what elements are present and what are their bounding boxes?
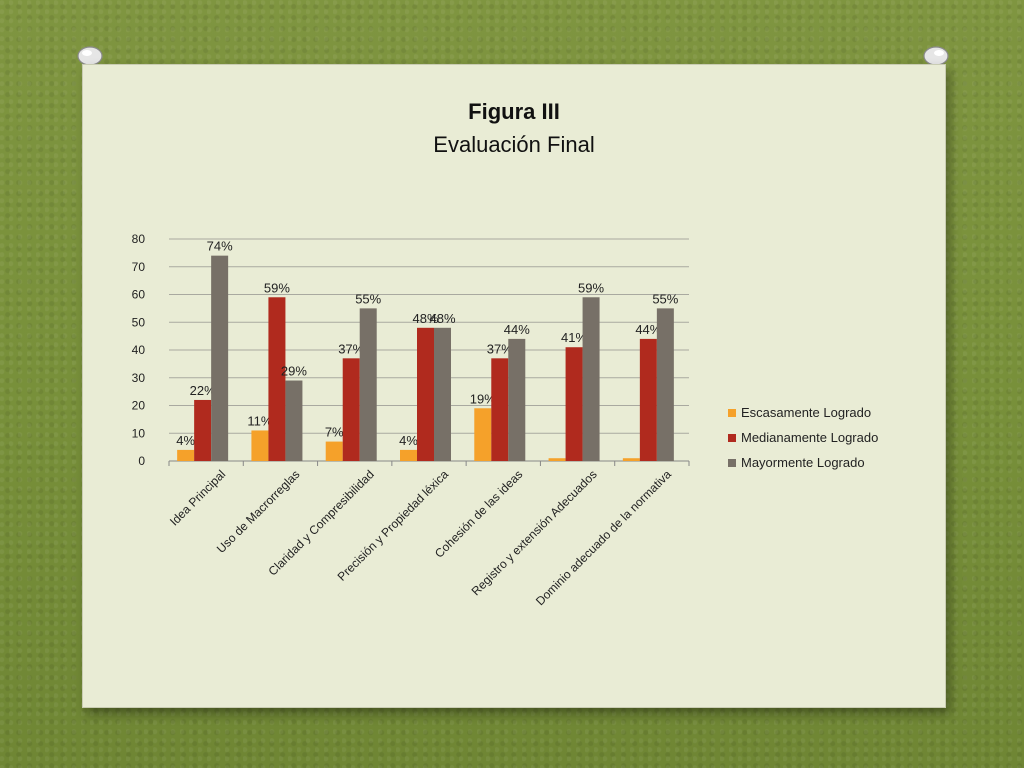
bar	[359, 308, 377, 461]
data-label: 59%	[578, 280, 604, 295]
x-tick-label: Idea Principal	[167, 467, 228, 528]
bar-chart: 0 10 20 30 40 50 60 70 80 4% 11% 7% 4% 19% 22% 59% 37% 48…	[132, 232, 879, 608]
data-label: 22%	[190, 383, 216, 398]
y-tick-label: 10	[132, 426, 146, 440]
chart-title: Figura III	[468, 99, 560, 124]
data-label: 4%	[399, 433, 418, 448]
data-label: 44%	[504, 322, 530, 337]
bar	[194, 399, 212, 461]
bar	[400, 449, 417, 461]
chart-subtitle: Evaluación Final	[433, 132, 595, 157]
legend-swatch	[728, 409, 736, 417]
x-tick-label: Uso de Macrorreglas	[214, 467, 303, 556]
legend-swatch	[728, 459, 736, 467]
data-label: 48%	[412, 311, 438, 326]
bar	[508, 338, 526, 461]
bar	[251, 430, 269, 461]
y-tick-label: 0	[138, 454, 145, 468]
data-label: 29%	[281, 364, 307, 379]
bar	[342, 358, 360, 461]
bar	[268, 297, 286, 461]
data-label: 55%	[652, 291, 678, 306]
bar	[639, 338, 657, 461]
y-tick-label: 80	[132, 232, 146, 246]
bar	[622, 458, 640, 461]
bar	[211, 255, 229, 461]
bar	[417, 327, 434, 461]
bar	[548, 458, 566, 461]
bar	[565, 347, 583, 461]
bar	[325, 441, 343, 461]
bar	[656, 308, 674, 461]
data-label: 48%	[429, 311, 455, 326]
data-label: 4%	[176, 433, 195, 448]
y-tick-label: 50	[132, 315, 146, 329]
y-tick-label: 60	[132, 288, 146, 302]
y-tick-label: 40	[132, 343, 146, 357]
bar	[474, 408, 492, 461]
legend-label: Mayormente Logrado	[741, 455, 865, 470]
y-tick-label: 70	[132, 260, 146, 274]
legend-label: Medianamente Logrado	[741, 430, 878, 445]
data-label: 11%	[247, 413, 272, 428]
y-tick-label: 20	[132, 399, 146, 413]
bar	[582, 297, 600, 461]
data-label: 44%	[635, 322, 661, 337]
x-tick-label: Registro y extensión Adecuados	[469, 467, 600, 598]
data-label: 41%	[561, 330, 587, 345]
data-label: 37%	[487, 341, 513, 356]
bar	[285, 380, 303, 461]
data-label: 59%	[264, 280, 290, 295]
data-label: 7%	[325, 425, 344, 440]
legend-label: Escasamente Logrado	[741, 405, 871, 420]
y-tick-label: 30	[132, 371, 146, 385]
legend-swatch	[728, 434, 736, 442]
bar	[491, 358, 509, 461]
data-label: 37%	[338, 341, 364, 356]
bar	[177, 449, 195, 461]
slide-card: Figura III Evaluación Final 0 10 20 30 40 50 6…	[82, 64, 946, 708]
data-label: 74%	[207, 239, 233, 254]
data-label: 19%	[470, 391, 496, 406]
x-tick-label: Dominio adecuado de la normativa	[533, 467, 674, 608]
data-label: 55%	[355, 291, 381, 306]
bar	[434, 327, 451, 461]
